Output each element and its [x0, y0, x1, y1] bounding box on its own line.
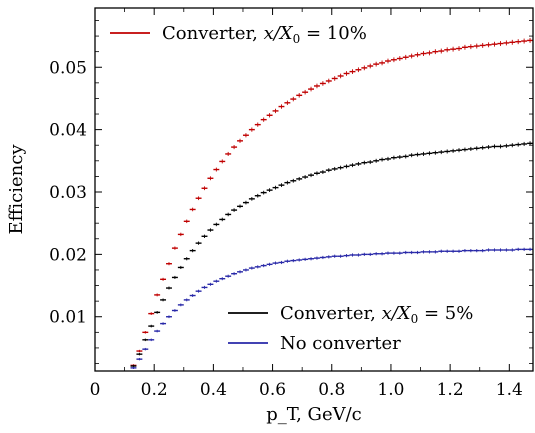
x-tick-label: 0.2 [141, 380, 168, 400]
plot-frame [94, 7, 534, 372]
series-1 [130, 141, 533, 368]
x-axis-label: p_T, GeV/c [266, 404, 362, 425]
y-tick-label: 0.04 [49, 121, 87, 141]
legend-entry: Converter, x/X0 = 10% [110, 23, 367, 46]
y-tick-label: 0.01 [49, 308, 87, 328]
x-tick-label: 0.6 [259, 380, 286, 400]
x-tick-label: 1.2 [437, 380, 464, 400]
y-tick-label: 0.02 [49, 245, 87, 265]
legend-label: No converter [280, 333, 401, 354]
legend-entry: Converter, x/X0 = 5% [228, 303, 473, 326]
series-0 [130, 37, 533, 367]
legend-entry: No converter [228, 333, 401, 354]
x-tick-label: 0.8 [318, 380, 345, 400]
x-tick-label: 1.4 [496, 380, 523, 400]
legend-label: Converter, x/X0 = 10% [162, 23, 367, 46]
series-2 [130, 247, 533, 370]
axis-layer: 0 0.2 0.4 0.6 0.8 1.0 1.2 1.4 0.01 0.02 0.03 0.04 0.… [6, 7, 534, 425]
x-tick-label: 1.0 [377, 380, 404, 400]
y-tick-label: 0.03 [49, 183, 87, 203]
y-tick-label: 0.05 [49, 58, 87, 78]
legend-layer: Converter, x/X0 = 10% Converter, x/X0 = 5… [110, 23, 473, 354]
x-tick-label: 0.4 [200, 380, 227, 400]
x-tick-label: 0 [90, 380, 101, 400]
series-layer [130, 37, 533, 370]
legend-label: Converter, x/X0 = 5% [280, 303, 473, 326]
y-axis-label: Efficiency [6, 144, 27, 235]
